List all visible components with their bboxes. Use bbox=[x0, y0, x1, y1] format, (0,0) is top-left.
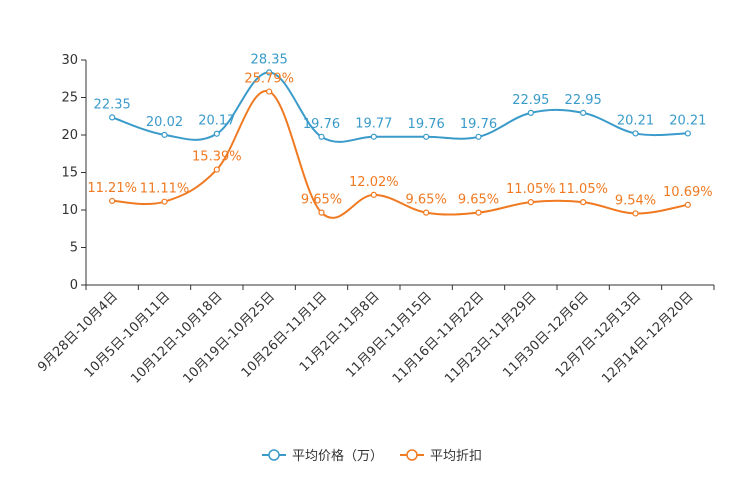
data-label: 11.21% bbox=[87, 181, 137, 196]
data-point[interactable] bbox=[423, 133, 430, 140]
legend-circle-icon bbox=[406, 449, 418, 461]
x-tick-label: 12月14日-12月20日 bbox=[599, 289, 696, 386]
data-point[interactable] bbox=[684, 130, 691, 137]
data-label: 9.54% bbox=[615, 193, 656, 208]
data-label: 25.79% bbox=[244, 72, 294, 87]
data-label: 28.35 bbox=[251, 52, 288, 67]
series-avg-price: 22.35 20.02 20.17 28.35 19.76 19.77 19.76 19.76… bbox=[94, 52, 706, 143]
y-tick-label: 25 bbox=[61, 91, 78, 106]
data-label: 22.95 bbox=[565, 93, 602, 108]
data-point[interactable] bbox=[632, 130, 639, 137]
data-label: 20.21 bbox=[669, 113, 706, 128]
data-point[interactable] bbox=[684, 201, 691, 208]
legend-label: 平均折扣 bbox=[430, 449, 482, 464]
data-label: 12.02% bbox=[349, 175, 399, 190]
chart-series: 22.35 20.02 20.17 28.35 19.76 19.77 19.76 19.76… bbox=[87, 52, 713, 219]
data-point[interactable] bbox=[580, 109, 587, 116]
data-point[interactable] bbox=[161, 198, 168, 205]
data-point[interactable] bbox=[213, 130, 220, 137]
data-point[interactable] bbox=[370, 133, 377, 140]
y-tick-label: 10 bbox=[61, 203, 78, 218]
x-tick-label: 10月12日-10月18日 bbox=[128, 289, 225, 386]
legend-circle-icon bbox=[268, 449, 280, 461]
data-label: 11.11% bbox=[140, 182, 190, 197]
data-point[interactable] bbox=[475, 209, 482, 216]
data-label: 19.76 bbox=[460, 117, 497, 132]
y-tick-label: 30 bbox=[61, 53, 78, 68]
series-avg-discount: 11.21% 11.11% 15.39% 25.79% 9.65% 12.02% 9.65%… bbox=[87, 72, 713, 219]
data-point[interactable] bbox=[213, 166, 220, 173]
chart-axes: 0510152025309月28日-10月4日10月5日-10月11日10月12… bbox=[35, 53, 715, 387]
y-tick-label: 15 bbox=[61, 166, 78, 181]
data-label: 22.35 bbox=[94, 97, 131, 112]
data-point[interactable] bbox=[161, 131, 168, 138]
data-point[interactable] bbox=[318, 209, 325, 216]
data-point[interactable] bbox=[109, 197, 116, 205]
data-label: 11.05% bbox=[506, 182, 556, 197]
data-label: 10.69% bbox=[663, 185, 713, 200]
data-label: 19.76 bbox=[303, 117, 340, 132]
data-point[interactable] bbox=[527, 199, 534, 206]
legend-item-avg-price[interactable]: 平均价格（万） bbox=[262, 448, 383, 464]
data-point[interactable] bbox=[475, 133, 482, 140]
data-label: 20.21 bbox=[617, 113, 654, 128]
data-point[interactable] bbox=[266, 69, 273, 76]
data-point[interactable] bbox=[527, 109, 534, 116]
x-tick-label: 10月19日-10月25日 bbox=[181, 289, 278, 386]
data-point[interactable] bbox=[423, 209, 430, 216]
data-label: 20.02 bbox=[146, 115, 183, 130]
data-point[interactable] bbox=[318, 133, 325, 140]
data-label: 19.77 bbox=[355, 117, 392, 132]
data-label: 19.76 bbox=[408, 117, 445, 132]
data-point[interactable] bbox=[266, 88, 273, 95]
y-tick-label: 20 bbox=[61, 128, 78, 143]
data-point[interactable] bbox=[632, 210, 639, 217]
y-tick-label: 0 bbox=[70, 278, 78, 293]
data-label: 9.65% bbox=[406, 193, 447, 208]
chart-legend[interactable]: 平均价格（万） 平均折扣 bbox=[262, 448, 482, 464]
data-label: 9.65% bbox=[301, 193, 342, 208]
x-tick-label: 11月23日-11月29日 bbox=[442, 289, 539, 386]
legend-label: 平均价格（万） bbox=[292, 448, 383, 464]
x-tick-label: 11月16日-11月22日 bbox=[390, 289, 487, 386]
data-point[interactable] bbox=[370, 191, 377, 198]
data-label: 11.05% bbox=[558, 182, 608, 197]
data-label: 22.95 bbox=[512, 93, 549, 108]
y-tick-label: 5 bbox=[70, 241, 78, 256]
data-point[interactable] bbox=[580, 199, 587, 206]
data-label: 9.65% bbox=[458, 193, 499, 208]
data-point[interactable] bbox=[109, 114, 116, 121]
legend-item-avg-discount[interactable]: 平均折扣 bbox=[400, 449, 482, 464]
data-label: 20.17 bbox=[198, 114, 235, 129]
data-label: 15.39% bbox=[192, 150, 242, 165]
